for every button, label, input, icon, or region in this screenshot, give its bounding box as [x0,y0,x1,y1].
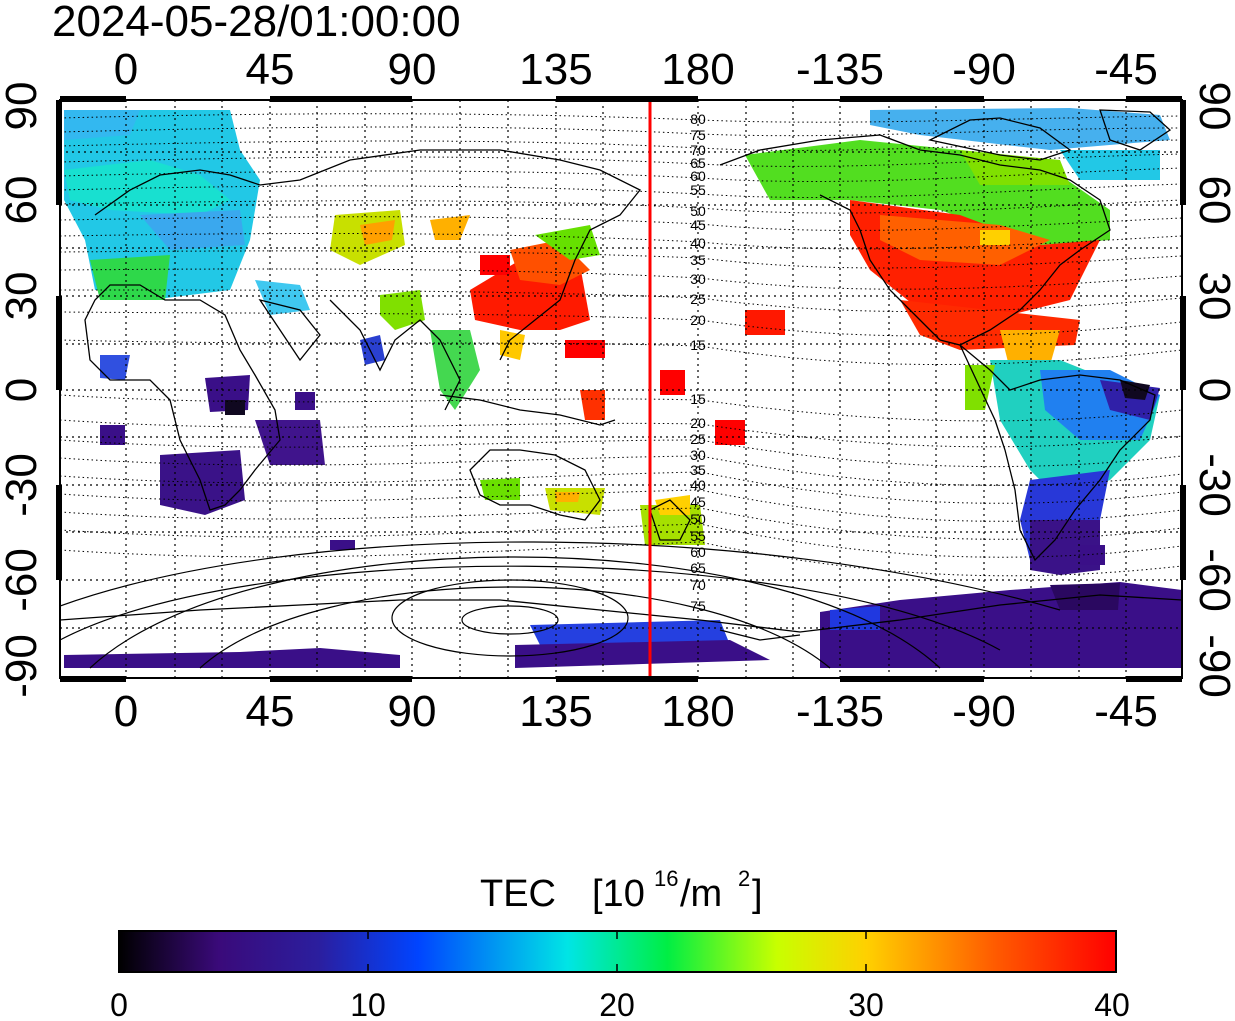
bottom-lon-label: -135 [796,687,884,736]
top-lon-label: 90 [388,45,437,94]
right-lat-label: 0 [1190,378,1235,402]
colorbar-title-text: TEC [480,873,556,915]
top-lon-label: -135 [796,45,884,94]
colorbar-unit-open: [10 [592,873,645,915]
contour-label: 65 [690,560,706,576]
contour-label: 30 [690,271,706,287]
contour-labels-north: 80 75 70 65 60 55 50 45 40 35 30 25 20 1… [690,111,706,353]
left-lat-label: 30 [0,272,46,321]
right-lat-label: -60 [1190,548,1235,612]
bottom-lon-labels: 0 45 90 135 180 -135 -90 -45 [114,687,1158,736]
left-lat-label: 0 [0,378,46,402]
bottom-lon-label: 45 [246,687,295,736]
colorbar-unit-exp: 16 [654,866,678,891]
contour-label: 45 [690,494,706,510]
contour-label: 25 [690,291,706,307]
contour-label: 30 [690,447,706,463]
colorbar-ticks [367,931,867,972]
colorbar-tick-label: 20 [599,987,635,1021]
map-panel: 80 75 70 65 60 55 50 45 40 35 30 25 20 1… [56,96,1186,682]
contour-label: 75 [690,598,706,614]
map-title: 2024-05-28/01:00:00 [52,0,461,46]
contour-label: 55 [690,182,706,198]
contour-label: 80 [690,111,706,127]
contour-label: 35 [690,252,706,268]
colorbar-tick-label: 0 [110,987,128,1021]
graticule [60,100,1182,678]
contour-label: 50 [690,511,706,527]
contour-label: 70 [690,142,706,158]
top-lon-label: 135 [519,45,592,94]
right-lat-label: -90 [1190,634,1235,698]
left-lat-label: 90 [0,82,46,131]
top-lon-label: 0 [114,45,138,94]
colorbar-title: TEC [10 16 /m 2 ] [480,866,763,915]
bottom-lon-label: 0 [114,687,138,736]
colorbar: 0 10 20 30 40 [110,930,1130,1021]
contour-label: 15 [690,337,706,353]
contour-label: 40 [690,235,706,251]
contour-label: 25 [690,431,706,447]
left-lat-label: 60 [0,176,46,225]
contour-label: 20 [690,312,706,328]
contour-label: 70 [690,577,706,593]
contour-label: 75 [690,127,706,143]
left-lat-label: -90 [0,634,46,698]
right-lat-label: -30 [1190,453,1235,517]
contour-label: 35 [690,462,706,478]
contour-labels-south: 15 20 25 30 35 40 45 50 55 60 65 70 75 [690,391,706,614]
contour-label: 65 [690,155,706,171]
contour-label: 45 [690,217,706,233]
colorbar-tick-labels: 0 10 20 30 40 [110,987,1130,1021]
bottom-lon-label: 135 [519,687,592,736]
bottom-lon-label: -45 [1094,687,1158,736]
map-border-ticks [56,96,1186,682]
contour-label: 40 [690,477,706,493]
left-lat-label: -30 [0,453,46,517]
left-lat-labels: 90 60 30 0 -30 -60 -90 [0,82,46,698]
right-lat-label: 30 [1190,272,1235,321]
bottom-lon-label: -90 [952,687,1016,736]
top-lon-label: -90 [952,45,1016,94]
contour-label: 55 [690,528,706,544]
tec-data-layer [64,108,1182,668]
colorbar-unit-exp2: 2 [738,866,750,891]
contour-label: 20 [690,415,706,431]
top-lon-labels: 0 45 90 135 180 -135 -90 -45 [114,45,1158,94]
coastlines [60,109,1182,641]
right-lat-labels: 90 60 30 0 -30 -60 -90 [1190,82,1235,698]
colorbar-unit-mid: /m [680,873,722,915]
bottom-lon-label: 90 [388,687,437,736]
colorbar-tick-label: 40 [1094,987,1130,1021]
left-lat-label: -60 [0,548,46,612]
magnetic-contours [60,113,1182,577]
south-pole-contours [60,541,1061,669]
contour-label: 60 [690,168,706,184]
top-lon-label: 180 [661,45,734,94]
contour-label: 15 [690,391,706,407]
bottom-lon-label: 180 [661,687,734,736]
right-lat-label: 60 [1190,176,1235,225]
contour-label: 50 [690,203,706,219]
colorbar-tick-label: 10 [350,987,386,1021]
right-lat-label: 90 [1190,82,1235,131]
top-lon-label: 45 [246,45,295,94]
colorbar-unit-close: ] [752,873,763,915]
top-lon-label: -45 [1094,45,1158,94]
contour-label: 60 [690,544,706,560]
colorbar-tick-label: 30 [848,987,884,1021]
